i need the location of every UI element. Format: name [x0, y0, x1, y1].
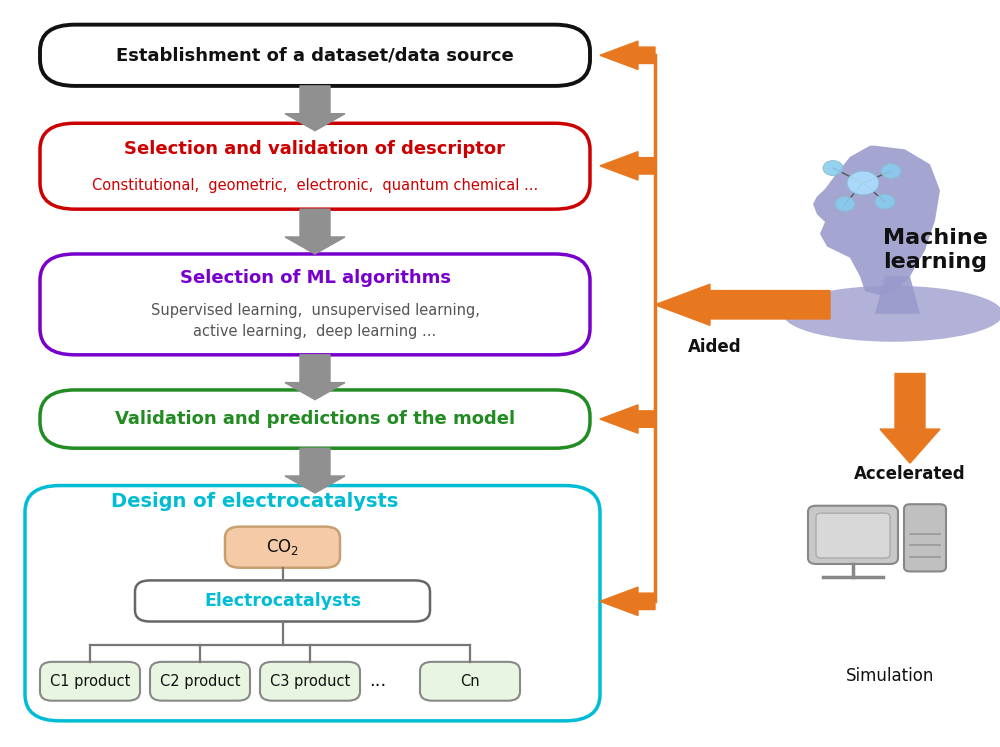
Text: Simulation: Simulation: [846, 667, 934, 685]
Text: Cn: Cn: [460, 674, 480, 689]
Text: Electrocatalysts: Electrocatalysts: [204, 592, 361, 610]
FancyArrow shape: [285, 355, 345, 400]
Text: Supervised learning,  unsupervised learning,
active learning,  deep learning ...: Supervised learning, unsupervised learni…: [151, 303, 479, 338]
FancyBboxPatch shape: [40, 662, 140, 701]
Text: Machine
learning: Machine learning: [883, 229, 987, 272]
Text: C3 product: C3 product: [270, 674, 350, 689]
FancyBboxPatch shape: [40, 390, 590, 448]
Text: Constitutional,  geometric,  electronic,  quantum chemical ...: Constitutional, geometric, electronic, q…: [92, 179, 538, 193]
Polygon shape: [813, 146, 940, 295]
Polygon shape: [875, 276, 920, 314]
Text: Selection and validation of descriptor: Selection and validation of descriptor: [124, 140, 506, 158]
Circle shape: [881, 164, 901, 179]
FancyArrow shape: [880, 374, 940, 463]
FancyBboxPatch shape: [25, 486, 600, 721]
FancyArrow shape: [600, 587, 655, 616]
FancyArrow shape: [600, 41, 655, 69]
FancyArrow shape: [655, 285, 830, 326]
Text: Aided: Aided: [688, 338, 742, 356]
Text: Establishment of a dataset/data source: Establishment of a dataset/data source: [116, 46, 514, 64]
FancyBboxPatch shape: [904, 504, 946, 571]
FancyBboxPatch shape: [260, 662, 360, 701]
FancyArrow shape: [600, 405, 655, 433]
Text: C1 product: C1 product: [50, 674, 130, 689]
Circle shape: [875, 194, 895, 209]
FancyBboxPatch shape: [40, 254, 590, 355]
FancyBboxPatch shape: [808, 506, 898, 564]
FancyBboxPatch shape: [135, 580, 430, 622]
FancyBboxPatch shape: [150, 662, 250, 701]
FancyBboxPatch shape: [420, 662, 520, 701]
Text: Validation and predictions of the model: Validation and predictions of the model: [115, 410, 515, 428]
Circle shape: [847, 171, 879, 195]
FancyArrow shape: [600, 152, 655, 180]
Text: Design of electrocatalysts: Design of electrocatalysts: [111, 492, 399, 512]
FancyBboxPatch shape: [40, 123, 590, 209]
FancyBboxPatch shape: [225, 527, 340, 568]
Text: ...: ...: [369, 672, 387, 690]
Text: Selection of ML algorithms: Selection of ML algorithms: [180, 269, 450, 287]
Circle shape: [835, 196, 855, 211]
FancyArrow shape: [285, 209, 345, 254]
FancyBboxPatch shape: [40, 25, 590, 86]
FancyBboxPatch shape: [816, 513, 890, 558]
Text: C2 product: C2 product: [160, 674, 240, 689]
Text: CO$_2$: CO$_2$: [266, 537, 299, 557]
FancyArrow shape: [285, 448, 345, 493]
Text: Accelerated: Accelerated: [854, 465, 966, 483]
FancyArrow shape: [285, 86, 345, 131]
Ellipse shape: [783, 286, 1000, 342]
Circle shape: [823, 161, 843, 176]
